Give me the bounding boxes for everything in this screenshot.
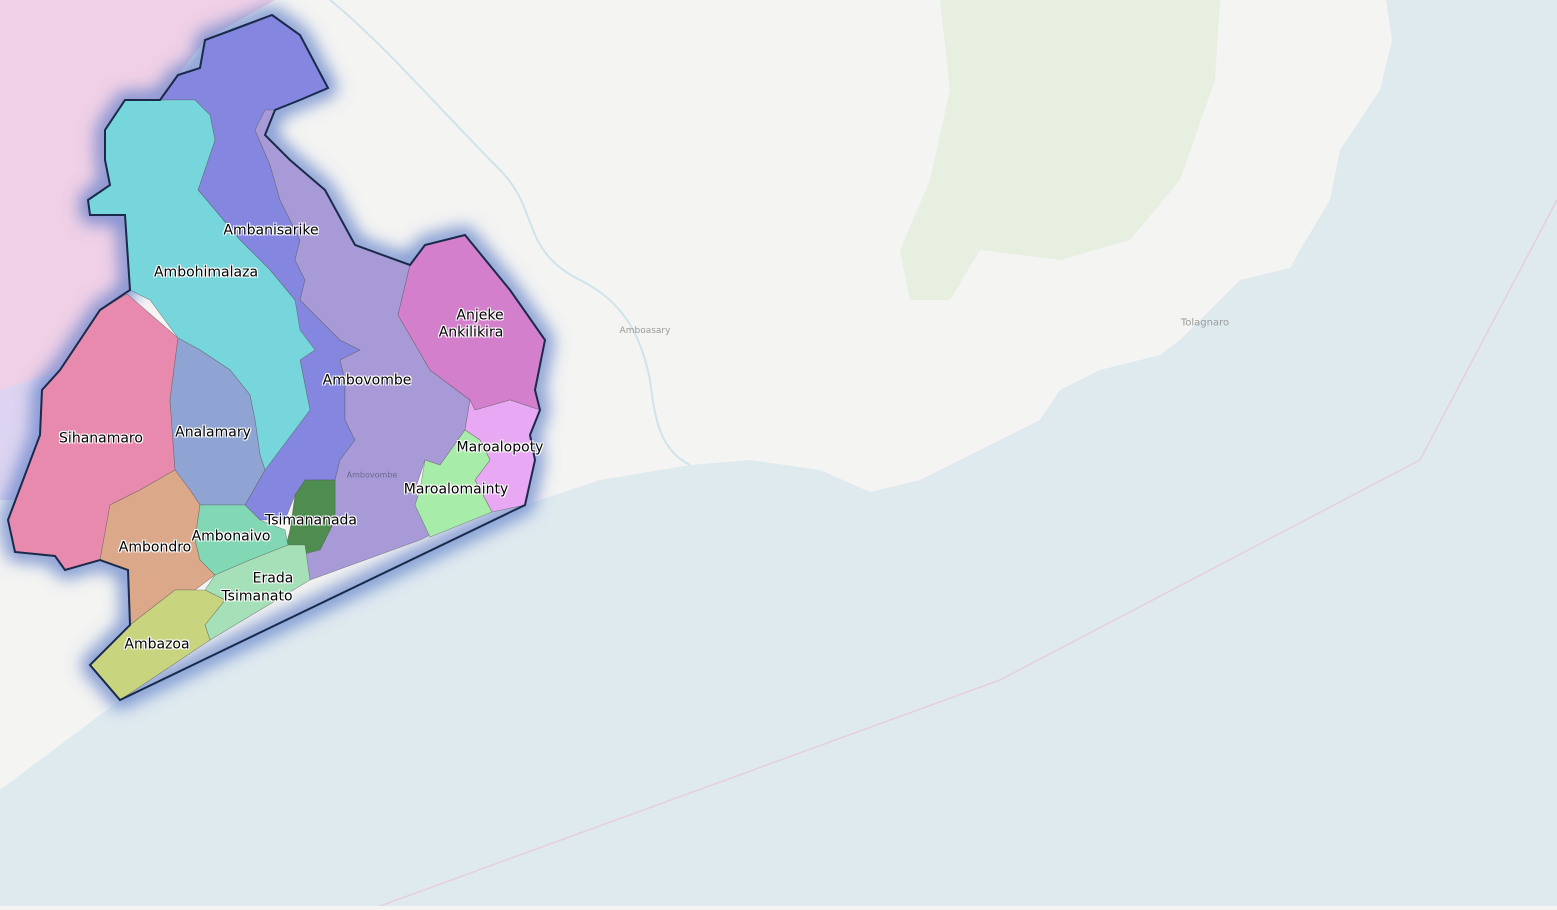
basemap-label-amboasary: Amboasary	[619, 326, 671, 336]
label-ambonaivo: Ambonaivo	[191, 528, 271, 545]
label-ambazoa: Ambazoa	[124, 636, 190, 653]
label-tsimanato: Tsimanato	[221, 588, 293, 605]
label-ankilikira: Ankilikira	[438, 324, 504, 341]
neighbor-region-2	[0, 370, 60, 500]
basemap-label-ambovombe-town: Ambovombe	[346, 470, 398, 480]
label-ambanisarike: Ambanisarike	[223, 222, 319, 239]
neighbor-region	[0, 0, 275, 390]
label-tsimananada: Tsimananada	[264, 512, 358, 529]
label-anjeke: Anjeke	[456, 307, 504, 324]
basemap-label-tolagnaro: Tolagnaro	[1180, 317, 1230, 329]
label-maroalopoty: Maroalopoty	[456, 439, 544, 456]
region-maroalomainty[interactable]	[414, 429, 493, 538]
label-ambovombe: Ambovombe	[322, 372, 412, 389]
label-erada: Erada	[252, 570, 294, 587]
forest-area	[900, 0, 1220, 300]
shipping-route	[379, 199, 1557, 907]
label-maroalomainty: Maroalomainty	[403, 481, 509, 498]
label-ambondro: Ambondro	[118, 539, 192, 556]
label-analamary: Analamary	[175, 424, 251, 441]
label-ambohimalaza: Ambohimalaza	[153, 264, 259, 281]
district-outline	[6, 13, 547, 702]
river	[329, 0, 691, 466]
region-tsimananada[interactable]	[284, 479, 336, 556]
label-sihanamaro: Sihanamaro	[59, 430, 143, 447]
